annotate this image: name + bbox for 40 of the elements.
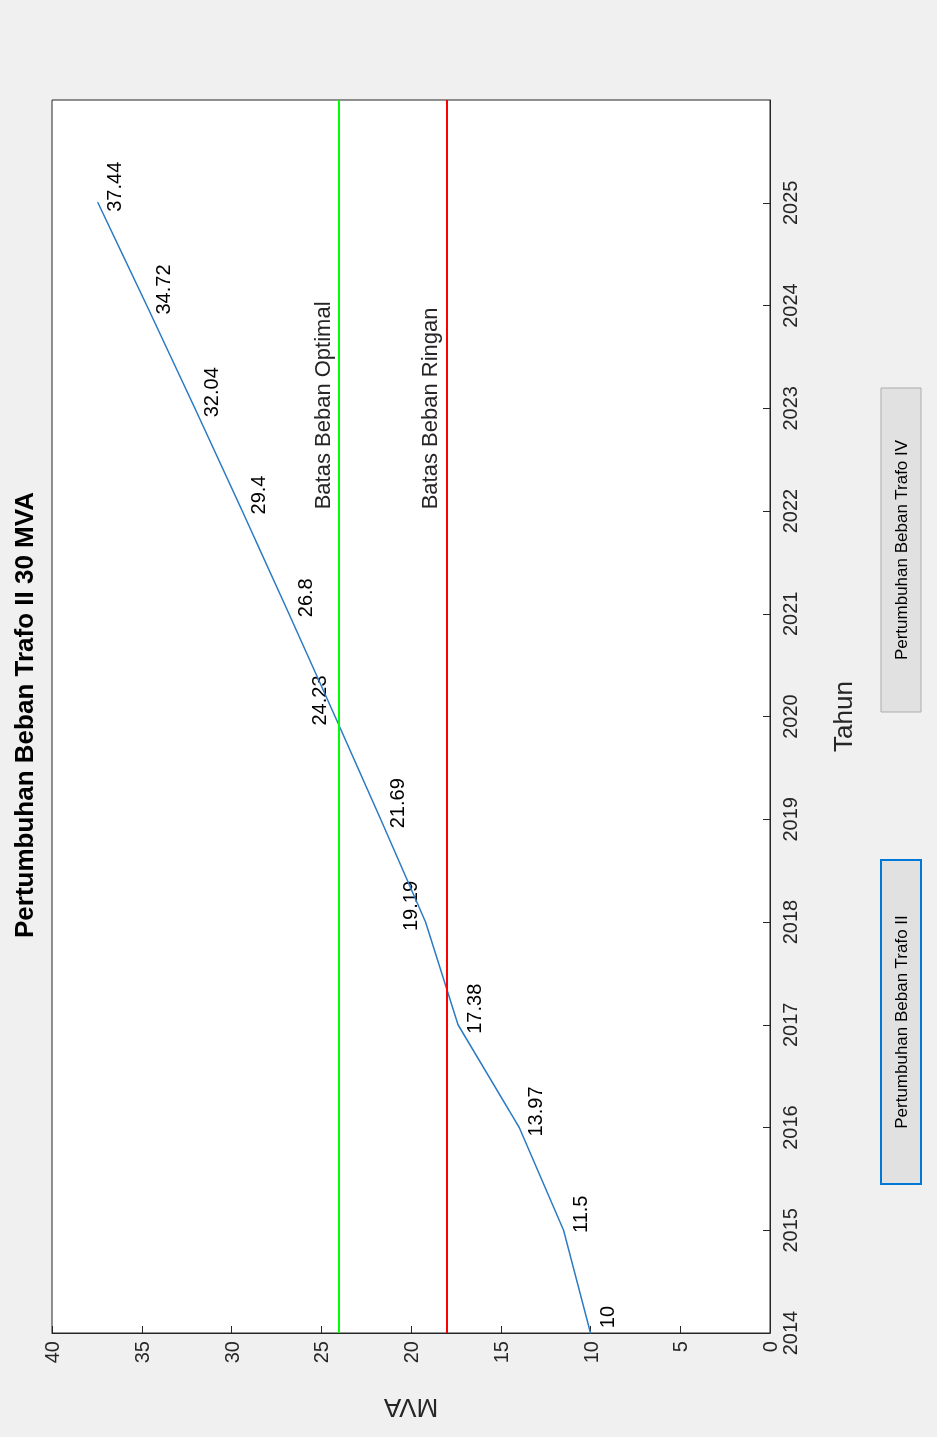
x-tick-label: 10 (579, 1341, 602, 1364)
y-tick-label: 2024 (779, 283, 801, 328)
x-tick-label: 25 (310, 1341, 333, 1364)
annotation: 24.23 (308, 675, 331, 726)
y-tick-label: 2022 (779, 488, 801, 534)
annotation: 13.97 (524, 1086, 547, 1137)
x-tick-label: 5 (669, 1341, 692, 1353)
y-tick-label: 2017 (779, 1002, 801, 1047)
x-tick-label: 20 (400, 1341, 422, 1364)
annotation: 17.38 (463, 983, 486, 1034)
ref-line-label: Batas Beban Optimal (309, 301, 335, 510)
annotation: 21.69 (385, 778, 408, 829)
x-tick-label: 35 (130, 1341, 153, 1364)
y-tick-label: 2020 (779, 694, 801, 739)
annotation: 10 (595, 1305, 618, 1329)
annotation: 34.72 (151, 264, 174, 315)
annotation: 37.44 (102, 161, 125, 212)
annotation: 11.5 (568, 1195, 591, 1233)
x-tick-label: 30 (220, 1341, 243, 1364)
text: Pertumbuhan Beban Trafo II 30 MVA (9, 491, 39, 938)
annotation: 32.04 (199, 367, 222, 418)
y-tick-label: 2014 (779, 1310, 801, 1356)
text: Pertumbuhan Beban Trafo II (891, 915, 911, 1129)
x-tick-label: 15 (489, 1341, 512, 1364)
annotation: 19.19 (398, 880, 421, 932)
x-tick-label: 0 (759, 1341, 781, 1353)
y-tick-label: 2023 (779, 386, 801, 431)
x-axis-title: MVA (383, 1393, 439, 1423)
text: Pertumbuhan Beban Trafo IV (891, 439, 911, 661)
annotation: 29.4 (247, 475, 270, 515)
y-tick-label: 2015 (779, 1208, 801, 1253)
x-tick-label: 40 (41, 1341, 63, 1364)
y-tick-label: 2018 (779, 899, 801, 945)
ref-line-label: Batas Beban Ringan (417, 307, 443, 510)
annotation: 26.8 (293, 578, 316, 618)
y-tick-label: 2016 (779, 1105, 801, 1150)
y-tick-label: 2021 (779, 591, 801, 636)
y-axis-title: Tahun (828, 681, 858, 752)
y-tick-label: 2019 (779, 797, 801, 842)
y-tick-label: 2025 (779, 180, 801, 225)
